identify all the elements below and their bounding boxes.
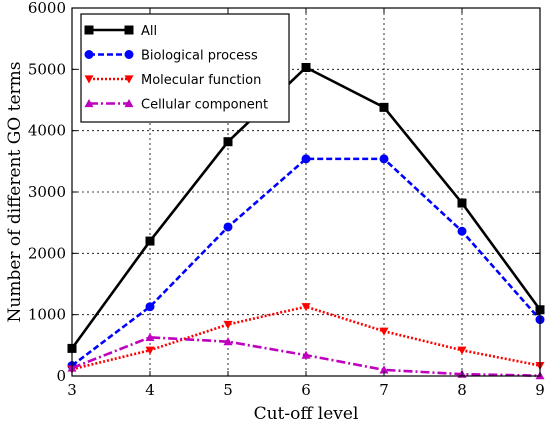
legend-marker	[84, 50, 94, 59]
y-tick-label: 6000	[28, 0, 66, 17]
data-point	[145, 346, 155, 355]
data-point	[223, 320, 233, 329]
x-tick-label: 7	[379, 381, 389, 399]
y-tick-label: 4000	[28, 122, 66, 140]
y-tick-label: 2000	[28, 244, 66, 262]
data-point	[457, 198, 467, 208]
legend-label: Cellular component	[141, 98, 268, 113]
y-tick-label: 0	[56, 367, 66, 385]
x-tick-label: 3	[67, 381, 77, 399]
legend-entry: All	[84, 24, 157, 39]
data-point	[301, 154, 311, 164]
data-point	[457, 226, 467, 236]
y-tick-label: 1000	[28, 306, 66, 324]
y-tick-label: 5000	[28, 60, 66, 78]
x-tick-label: 8	[457, 381, 467, 399]
series-1	[67, 154, 545, 371]
legend-marker	[124, 99, 134, 108]
data-point	[145, 332, 155, 341]
x-axis-title: Cut-off level	[254, 404, 359, 424]
data-point	[379, 102, 389, 112]
x-tick-label: 6	[301, 381, 311, 399]
legend-marker	[124, 75, 134, 84]
legend-entry: Cellular component	[84, 98, 268, 113]
legend: All Biological process Molecular function C…	[80, 13, 290, 123]
data-point	[223, 222, 233, 232]
data-point	[301, 350, 311, 359]
legend-marker	[84, 25, 94, 35]
data-point	[457, 346, 467, 355]
data-point	[145, 236, 155, 246]
y-tick-label: 3000	[28, 183, 66, 201]
data-point	[223, 337, 233, 346]
legend-label: Molecular function	[141, 73, 261, 88]
data-point	[379, 327, 389, 336]
legend-label: Biological process	[141, 49, 258, 64]
legend-entry: Biological process	[84, 49, 258, 64]
grid-lines	[72, 8, 540, 376]
legend-marker	[84, 75, 94, 84]
legend-box	[80, 13, 290, 123]
legend-marker	[84, 99, 94, 108]
data-point	[223, 137, 233, 147]
x-tick-label: 9	[535, 381, 545, 399]
y-axis-title: Number of different GO terms	[5, 62, 25, 323]
legend-marker	[124, 50, 134, 59]
data-point	[379, 154, 389, 164]
data-point	[145, 302, 155, 312]
x-tick-label: 4	[145, 381, 155, 399]
axis-ticks: 3 4 5 6 7 8 9 0 1000 2000 3000 4000 5000 6000	[28, 0, 545, 399]
legend-entry: Molecular function	[84, 73, 261, 88]
legend-marker	[124, 25, 134, 35]
legend-label: All	[141, 24, 157, 39]
data-point	[379, 365, 389, 374]
data-point	[301, 303, 311, 312]
data-point	[301, 62, 311, 72]
x-tick-label: 5	[223, 381, 233, 399]
